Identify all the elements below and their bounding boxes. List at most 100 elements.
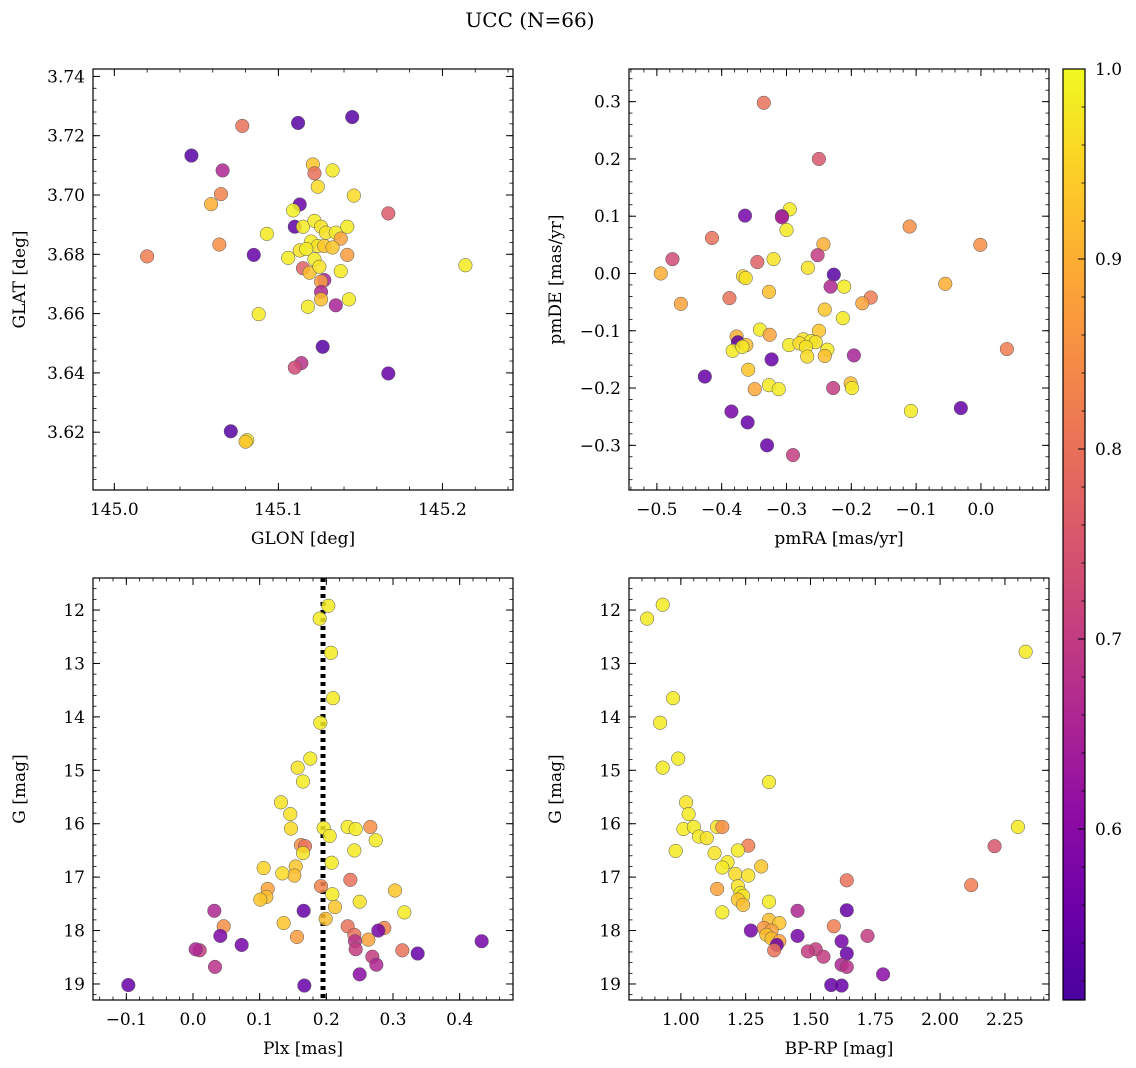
data-point: [704, 230, 720, 246]
x-tick-label: 0.4: [446, 1010, 473, 1030]
x-tick-label: 2.00: [921, 1010, 959, 1030]
y-tick-label: 14: [599, 708, 621, 728]
y-tick-label: 19: [599, 975, 621, 995]
x-axis-label: Plx [mas]: [263, 1039, 343, 1059]
colorbar-tick-label: 0.9: [1095, 250, 1122, 270]
y-tick-label: 0.1: [594, 207, 621, 227]
data-point: [999, 342, 1014, 357]
data-point: [395, 943, 410, 958]
data-point: [328, 298, 343, 313]
x-tick-label: −0.2: [831, 500, 872, 520]
data-point: [387, 883, 403, 898]
data-point: [235, 118, 250, 133]
axes-frame: [628, 577, 1050, 1001]
data-point: [655, 597, 670, 612]
data-point: [902, 219, 917, 234]
data-point: [256, 861, 271, 876]
data-point: [290, 760, 305, 775]
data-point: [790, 903, 805, 918]
data-point: [715, 905, 730, 920]
data-point: [810, 248, 825, 263]
y-tick-label: 3.62: [47, 423, 85, 443]
data-point: [212, 237, 227, 252]
data-point: [839, 873, 854, 888]
data-point: [826, 919, 841, 934]
data-point: [346, 188, 361, 203]
data-point: [352, 967, 367, 982]
data-point: [735, 339, 750, 354]
x-tick-label: 0.0: [179, 1010, 206, 1030]
data-point: [341, 292, 356, 307]
y-tick-label: 16: [599, 815, 621, 835]
y-tick-label: 12: [63, 601, 85, 621]
data-point: [213, 187, 229, 202]
x-tick-label: −0.1: [895, 500, 936, 520]
data-point: [368, 833, 383, 848]
data-point: [275, 866, 290, 881]
data-point: [697, 369, 712, 384]
data-point: [310, 179, 325, 194]
data-point: [737, 208, 753, 223]
x-tick-label: 145.1: [254, 500, 303, 520]
data-point: [741, 868, 756, 883]
data-point: [307, 166, 322, 181]
axes-frame: [92, 577, 514, 1001]
data-point: [458, 258, 473, 273]
data-point: [184, 148, 199, 163]
x-tick-label: 0.3: [379, 1010, 406, 1030]
y-tick-label: 3.74: [47, 67, 85, 87]
data-point: [474, 934, 489, 949]
data-point: [313, 292, 329, 307]
y-tick-label: 19: [63, 975, 85, 995]
data-point: [340, 219, 355, 234]
data-point: [724, 404, 739, 419]
data-point: [800, 944, 815, 959]
data-point: [348, 942, 363, 957]
data-point: [363, 819, 378, 834]
data-point: [678, 795, 694, 810]
data-point: [715, 860, 730, 875]
data-point: [844, 380, 860, 396]
data-point: [681, 807, 696, 822]
data-point: [640, 611, 655, 626]
data-point: [325, 887, 340, 902]
x-tick-label: −0.5: [636, 500, 677, 520]
data-point: [750, 254, 765, 270]
data-point: [246, 247, 261, 262]
data-point: [1010, 819, 1025, 834]
data-point: [223, 424, 238, 439]
colorbar-gradient: [1062, 68, 1086, 1001]
data-point: [964, 878, 979, 893]
data-point: [347, 843, 362, 858]
y-tick-label: 13: [63, 654, 85, 674]
data-point: [730, 843, 745, 858]
x-axis-label: pmRA [mas/yr]: [774, 529, 903, 549]
data-point: [715, 819, 730, 834]
data-point: [297, 978, 312, 993]
y-tick-label: −0.2: [580, 379, 621, 399]
data-point: [774, 210, 790, 225]
x-tick-label: 0.1: [246, 1010, 273, 1030]
data-point: [312, 611, 327, 626]
data-point: [673, 296, 688, 311]
y-axis-label: pmDE [mas/yr]: [546, 214, 566, 344]
x-tick-label: −0.4: [701, 500, 742, 520]
colorbar-tick-label: 0.6: [1095, 820, 1122, 840]
x-tick-label: 0.0: [967, 500, 994, 520]
y-tick-label: 0.0: [594, 264, 621, 284]
data-point: [381, 366, 396, 381]
data-point: [321, 598, 336, 613]
data-point: [312, 259, 327, 274]
data-point: [215, 163, 230, 178]
data-point: [855, 296, 870, 311]
data-point: [323, 645, 339, 660]
data-point: [728, 866, 743, 881]
panel-cmd: 1.00 1.25 1.50 1.75 2.00 2.25 12 13 14 15 16 17 18 19…: [546, 577, 1050, 1059]
data-point: [938, 276, 953, 291]
x-tick-label: 145.2: [418, 500, 467, 520]
data-point: [188, 942, 203, 957]
data-point: [238, 434, 253, 449]
scatter-points: [121, 598, 489, 993]
y-tick-label: 3.66: [47, 305, 85, 325]
